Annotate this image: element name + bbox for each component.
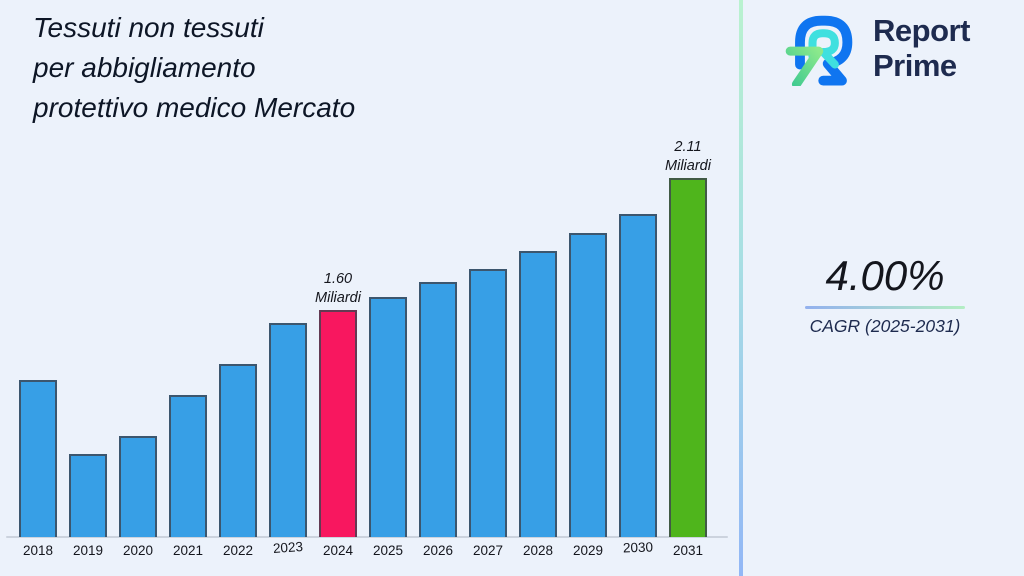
x-axis-line [6, 536, 728, 538]
bar-2021 [169, 395, 207, 537]
x-label-2026: 2026 [422, 543, 454, 558]
cagr-underline [805, 306, 965, 309]
bar-2022 [219, 364, 257, 537]
x-label-2027: 2027 [472, 543, 504, 558]
bar-2019 [69, 454, 107, 537]
x-label-2025: 2025 [372, 543, 404, 558]
bar-2023 [269, 323, 307, 537]
cagr-label: CAGR (2025-2031) [809, 316, 961, 336]
bar-2028 [519, 251, 557, 537]
x-label-2018: 2018 [22, 543, 54, 558]
cagr-block: 4.00% CAGR (2025-2031) [800, 252, 970, 337]
x-label-2020: 2020 [122, 543, 154, 558]
bar-2020 [119, 436, 157, 537]
bar-2026 [419, 282, 457, 537]
x-label-2023: 2023 [272, 538, 304, 557]
vertical-divider [739, 0, 743, 576]
logo-text-line1: Report [873, 13, 970, 48]
logo-text: Report Prime [873, 13, 970, 83]
bar-2027 [469, 269, 507, 537]
x-label-2019: 2019 [72, 543, 104, 558]
bar-2030 [619, 214, 657, 537]
x-label-2030: 2030 [622, 539, 654, 556]
bar-2029 [569, 233, 607, 537]
report-prime-logo-icon [785, 15, 853, 86]
x-label-2029: 2029 [572, 543, 604, 558]
logo-text-line2: Prime [873, 48, 957, 83]
cagr-value: 4.00% [825, 252, 945, 299]
bar-2024 [319, 310, 357, 537]
x-label-2024: 2024 [322, 543, 354, 558]
bar-2031 [669, 178, 707, 537]
x-label-2028: 2028 [522, 543, 554, 558]
x-label-2022: 2022 [222, 543, 254, 558]
x-label-2031: 2031 [672, 543, 704, 558]
logo: Report Prime [783, 10, 970, 86]
bar-2025 [369, 297, 407, 537]
annotation-2031: 2.11 Miliardi [665, 139, 711, 174]
annotation-2024: 1.60 Miliardi [315, 271, 361, 306]
bar-2018 [19, 380, 57, 537]
x-label-2021: 2021 [172, 543, 204, 558]
page-title: Tessuti non tessuti per abbigliamento pr… [33, 12, 356, 123]
